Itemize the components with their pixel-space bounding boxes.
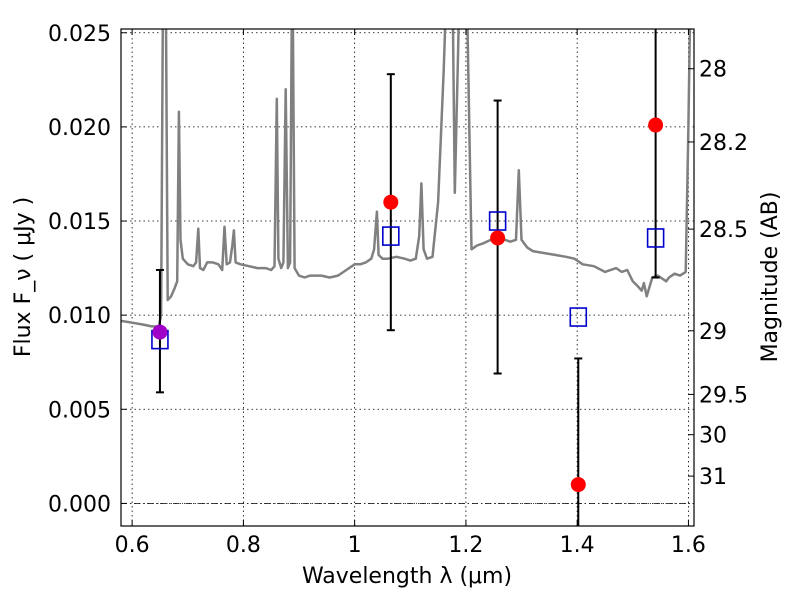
y2-tick-label: 29.5 <box>699 383 748 408</box>
plot-background <box>121 29 694 526</box>
y2-tick-label: 31 <box>699 465 727 490</box>
synthetic-point <box>488 211 507 231</box>
y-tick-label: 0.005 <box>48 398 111 423</box>
y-axis-label: Flux F_ν ( μJy ) <box>11 197 36 357</box>
model-spectrum <box>121 29 692 328</box>
y2-tick-label: 28.5 <box>699 218 748 243</box>
x-tick-label: 0.6 <box>115 533 150 558</box>
y-axis-ticks: 0.000 0.005 0.010 0.015 0.020 0.025 <box>48 22 127 517</box>
observed-point <box>383 194 399 210</box>
y-tick-label: 0.015 <box>48 210 111 235</box>
x-tick-label: 1 <box>348 533 362 558</box>
x-tick-label: 1.2 <box>448 533 483 558</box>
y2-axis-ticks: 28 28.2 28.5 29 29.5 30 31 <box>688 58 748 490</box>
y-tick-label: 0.010 <box>48 304 111 329</box>
y-tick-label: 0.025 <box>48 22 111 47</box>
observed-point <box>490 230 506 246</box>
x-tick-label: 1.6 <box>671 533 706 558</box>
observed-point <box>152 324 168 340</box>
x-axis-ticks: 0.6 0.8 1 1.2 1.4 1.6 <box>115 29 706 558</box>
synthetic-point <box>646 228 665 248</box>
observed-point <box>648 117 664 133</box>
synthetic-point <box>569 307 588 327</box>
x-tick-label: 1.4 <box>560 533 595 558</box>
y2-tick-label: 28 <box>699 58 727 83</box>
y2-tick-label: 29 <box>699 320 727 345</box>
y2-tick-label: 28.2 <box>699 131 748 156</box>
x-tick-label: 0.8 <box>226 533 261 558</box>
y2-axis-label: Magnitude (AB) <box>758 192 783 363</box>
synthetic-point <box>382 226 400 246</box>
observed-points <box>152 117 664 493</box>
y2-tick-label: 30 <box>699 424 727 449</box>
plot-frame <box>120 28 695 527</box>
model-spectrum-line <box>121 29 692 328</box>
y-tick-label: 0.000 <box>48 492 111 517</box>
y-tick-label: 0.020 <box>48 116 111 141</box>
synthetic-points <box>151 211 665 350</box>
observed-point <box>570 477 586 493</box>
x-axis-label: Wavelength λ (μm) <box>302 564 512 589</box>
